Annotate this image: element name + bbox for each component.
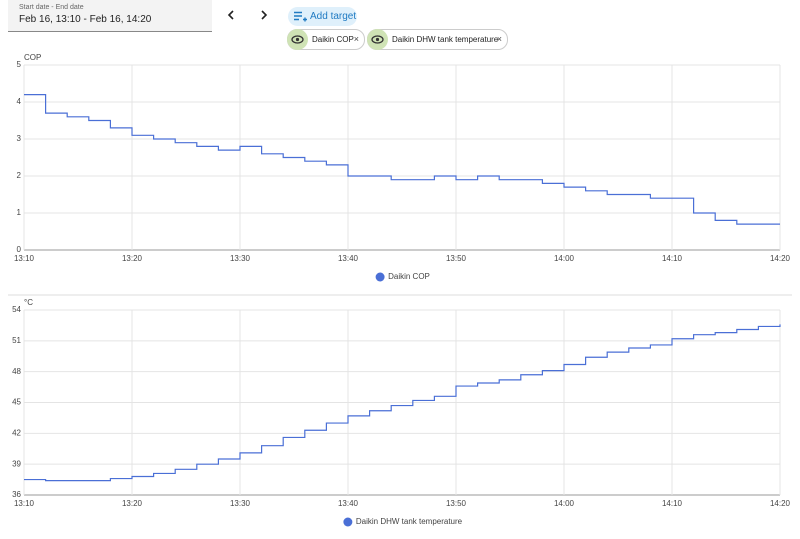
y-axis-label: °C bbox=[24, 298, 33, 307]
y-tick-label: 5 bbox=[17, 60, 22, 69]
eye-icon[interactable] bbox=[287, 29, 308, 50]
x-tick-label: 14:20 bbox=[770, 499, 791, 508]
add-icon bbox=[294, 11, 307, 22]
y-tick-label: 2 bbox=[17, 171, 22, 180]
y-tick-label: 0 bbox=[17, 245, 22, 254]
y-tick-label: 54 bbox=[12, 305, 21, 314]
x-tick-label: 13:50 bbox=[446, 254, 467, 263]
legend-marker bbox=[375, 272, 385, 282]
remove-icon[interactable]: × bbox=[496, 34, 502, 44]
x-tick-label: 14:20 bbox=[770, 254, 791, 263]
y-tick-label: 51 bbox=[12, 336, 21, 345]
add-target-button[interactable]: Add target bbox=[288, 7, 357, 26]
y-tick-label: 3 bbox=[17, 134, 22, 143]
y-tick-label: 1 bbox=[17, 208, 22, 217]
x-tick-label: 13:40 bbox=[338, 499, 359, 508]
next-button[interactable] bbox=[257, 8, 271, 22]
chip-label: Daikin DHW tank temperature bbox=[392, 35, 499, 44]
y-tick-label: 42 bbox=[12, 428, 21, 437]
eye-icon[interactable] bbox=[367, 29, 388, 50]
date-range-picker[interactable]: Start date - End date Feb 16, 13:10 - Fe… bbox=[8, 0, 212, 32]
legend-label: Daikin DHW tank temperature bbox=[356, 517, 463, 526]
legend-label: Daikin COP bbox=[388, 272, 430, 281]
x-tick-label: 14:00 bbox=[554, 254, 575, 263]
x-tick-label: 13:40 bbox=[338, 254, 359, 263]
chip-label: Daikin COP bbox=[312, 35, 354, 44]
target-chip[interactable]: Daikin DHW tank temperature × bbox=[367, 29, 508, 50]
date-label: Start date - End date bbox=[19, 4, 84, 11]
y-tick-label: 45 bbox=[12, 398, 21, 407]
add-target-label: Add target bbox=[310, 11, 357, 22]
y-tick-label: 48 bbox=[12, 367, 21, 376]
y-tick-label: 4 bbox=[17, 97, 22, 106]
y-axis-label: COP bbox=[24, 53, 41, 62]
date-value: Feb 16, 13:10 - Feb 16, 14:20 bbox=[19, 14, 152, 25]
target-chip[interactable]: Daikin COP × bbox=[287, 29, 365, 50]
y-tick-label: 39 bbox=[12, 459, 21, 468]
x-tick-label: 13:30 bbox=[230, 254, 251, 263]
x-tick-label: 13:50 bbox=[446, 499, 467, 508]
x-tick-label: 13:30 bbox=[230, 499, 251, 508]
x-tick-label: 14:10 bbox=[662, 499, 683, 508]
y-tick-label: 36 bbox=[12, 490, 21, 499]
remove-icon[interactable]: × bbox=[353, 34, 359, 44]
series-line bbox=[24, 324, 781, 482]
x-tick-label: 13:10 bbox=[14, 254, 35, 263]
legend-marker bbox=[343, 517, 353, 527]
x-tick-label: 14:10 bbox=[662, 254, 683, 263]
x-tick-label: 14:00 bbox=[554, 499, 575, 508]
prev-button[interactable] bbox=[224, 8, 238, 22]
x-tick-label: 13:20 bbox=[122, 499, 143, 508]
x-tick-label: 13:20 bbox=[122, 254, 143, 263]
x-tick-label: 13:10 bbox=[14, 499, 35, 508]
series-line bbox=[24, 94, 780, 225]
